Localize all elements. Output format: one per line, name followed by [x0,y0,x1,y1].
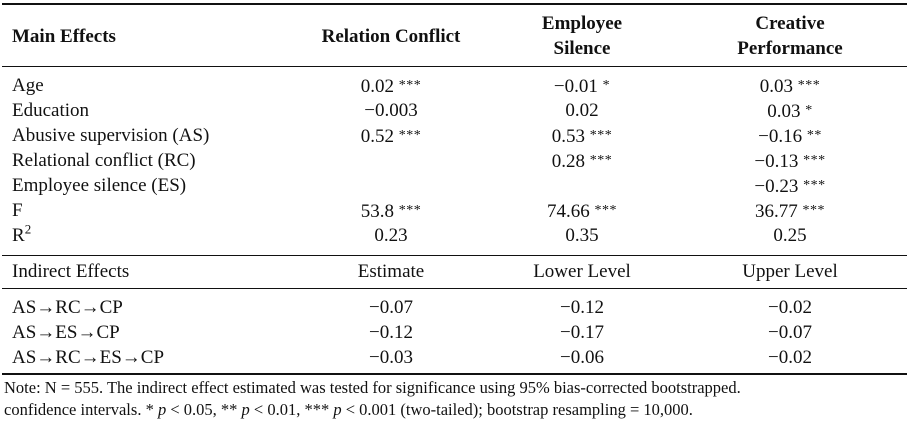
cell-value: −0.13 *** [754,151,826,172]
cell-value: −0.07 [369,297,413,318]
header-employee-silence-1: Employee [541,13,623,34]
cell-value: 0.28 *** [551,151,613,172]
cell-value: 36.77 *** [755,201,825,222]
row-label-r2: R2 [12,221,32,246]
cell-value: −0.02 [768,297,812,318]
bottom-rule [2,373,907,375]
cell-value: −0.003 [364,100,418,121]
cell-value: −0.17 [560,322,604,343]
indirect-top-rule [2,255,907,256]
cell-value: 0.03 *** [759,76,821,97]
cell-value: 0.25 [773,225,807,246]
cell-value: 0.02 [565,100,599,121]
row-label: Relational conflict (RC) [12,150,196,171]
header-creative-performance-2: Performance [737,38,843,59]
cell-value: −0.12 [560,297,604,318]
header-indirect-effects: Indirect Effects [12,261,130,282]
cell-value: 0.52 *** [360,126,422,147]
header-creative-performance-1: Creative [755,13,825,34]
cell-value: −0.07 [768,322,812,343]
cell-value: −0.23 *** [754,176,826,197]
row-label: AS→RC→ES→CP [12,347,165,368]
header-upper-level: Upper Level [742,261,838,282]
cell-value: −0.03 [369,347,413,368]
header-estimate: Estimate [357,261,425,282]
table-note-line2: confidence intervals. * p < 0.05, ** p <… [4,400,693,419]
cell-value: 0.23 [374,225,408,246]
cell-value: −0.12 [369,322,413,343]
header-main-effects: Main Effects [12,26,116,47]
cell-value: 53.8 *** [360,201,422,222]
cell-value: 0.03 * [767,101,813,122]
header-rule [2,66,907,67]
row-label: AS→ES→CP [12,322,120,343]
row-label: Education [12,100,90,121]
row-label: Employee silence (ES) [12,175,187,196]
row-label: Age [12,75,44,96]
header-employee-silence-2: Silence [553,38,611,59]
cell-value: −0.01 * [553,76,611,97]
cell-value: −0.06 [560,347,604,368]
header-lower-level: Lower Level [533,261,631,282]
row-label: AS→RC→CP [12,297,123,318]
row-label: Abusive supervision (AS) [12,125,210,146]
cell-value: 0.53 *** [551,126,613,147]
row-label: F [12,200,23,221]
indirect-header-rule [2,288,907,289]
cell-value: −0.02 [768,347,812,368]
cell-value: −0.16 ** [758,126,822,147]
header-relation-conflict: Relation Conflict [321,26,461,47]
cell-value: 0.02 *** [360,76,422,97]
top-rule [2,3,907,5]
cell-value: 0.35 [565,225,599,246]
table-note-line1: Note: N = 555. The indirect effect estim… [4,378,741,397]
cell-value: 74.66 *** [547,201,617,222]
